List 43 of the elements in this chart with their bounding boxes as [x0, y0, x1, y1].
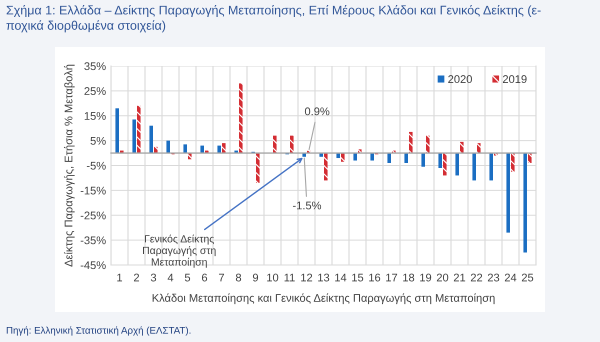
y-tick-label: -45% [80, 261, 106, 270]
x-tick-label: 23 [488, 274, 500, 282]
x-tick-label: 2 [134, 274, 140, 282]
x-tick-label: 17 [386, 274, 398, 282]
y-tick-label: 15% [84, 112, 106, 120]
data-label: -1.5% [292, 202, 322, 210]
y-tick-label: -35% [80, 236, 106, 244]
chart-title: Σχήμα 1: Ελλάδα – Δείκτης Παραγωγής Μεταποίησης, Επί Μέρους Κλάδοι και Γενικός Δείκτης (ε- ποχικά διορθωμένα στοιχεία) [6, 5, 541, 32]
x-tick-label: 1 [117, 274, 122, 282]
y-tick-label: 25% [84, 87, 106, 96]
legend-label: 2019 [502, 75, 527, 84]
x-axis-title: Κλάδοι Μεταποίησης και Γενικός Δείκτης Παραγωγής στη Μεταποίηση [152, 293, 495, 304]
x-tick-label: 4 [168, 274, 174, 282]
x-tick-label: 9 [252, 274, 258, 282]
legend-label: 2020 [448, 75, 472, 84]
y-tick-label: 35% [84, 62, 106, 70]
x-tick-label: 3 [150, 274, 156, 282]
x-tick-label: 22 [470, 274, 482, 282]
x-tick-label: 7 [218, 274, 224, 282]
x-tick-label: 5 [184, 274, 190, 282]
x-tick-label: 10 [267, 274, 278, 282]
x-tick-label: 20 [436, 274, 448, 282]
y-axis-title: Δείκτης Παραγωγής, Ετήσια % Μεταβολή [64, 64, 75, 267]
x-tick-label: 25 [522, 274, 534, 282]
y-tick-label: -15% [80, 186, 106, 195]
x-tick-label: 6 [202, 274, 208, 282]
x-tick-label: 21 [454, 274, 466, 282]
annotation: Γενικός Δείκτης Παραγωγής στη Μεταποίηση [143, 234, 216, 268]
x-tick-label: 24 [504, 274, 516, 282]
y-tick-label: -25% [80, 212, 106, 220]
x-tick-label: 19 [420, 274, 432, 282]
x-tick-label: 15 [352, 274, 364, 282]
x-tick-label: 14 [335, 274, 346, 282]
x-tick-label: 13 [318, 274, 330, 282]
x-tick-label: 16 [369, 274, 380, 282]
data-label: 0.9% [304, 107, 330, 116]
text: Πηγή: Ελληνική Στατιστική Αρχή (ΕΛΣΤΑΤ). [6, 326, 190, 336]
x-tick-label: 11 [284, 274, 295, 282]
x-tick-label: 18 [403, 274, 414, 282]
x-tick-label: 12 [301, 274, 312, 282]
y-tick-label: 5% [90, 136, 106, 145]
y-tick-label: -5% [86, 162, 106, 170]
x-tick-label: 8 [236, 274, 242, 282]
